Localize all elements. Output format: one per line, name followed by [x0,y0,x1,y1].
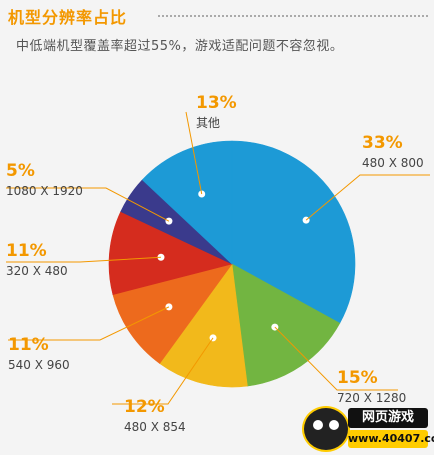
pie-slice [112,263,233,364]
slice-percent-label: 12% [124,397,165,417]
slice-percent-label: 11% [6,241,47,261]
watermark-top-text: 网页游戏 [348,408,428,428]
slice-category-label: 1080 X 1920 [6,184,83,198]
leader-line [6,256,162,263]
leader-line [305,174,430,221]
mascot-eye-icon [329,420,339,430]
leader-line [185,111,203,195]
leader-line [274,326,398,391]
slice-percent-label: 5% [6,161,35,181]
slice-category-label: 其他 [196,116,220,130]
pie-slice [141,140,233,265]
mascot-eye-icon [313,420,323,430]
slice-percent-label: 15% [337,368,378,388]
chart-header: 机型分辨率占比 [8,4,432,28]
slice-category-label: 480 X 854 [124,420,186,434]
slice-category-label: 720 X 1280 [337,391,406,405]
pie-slice [108,211,233,295]
pie-slice [231,263,341,387]
pie-slices [108,140,356,388]
pie-slice [231,140,356,324]
leader-line [8,306,170,341]
slice-percent-label: 11% [8,335,49,355]
slice-percent-label: 13% [196,93,237,113]
mascot-icon [302,406,350,452]
watermark-url-text: www.40407.com [348,430,434,448]
chart-title: 机型分辨率占比 [8,8,128,27]
site-watermark: 网页游戏 www.40407.com [302,404,434,452]
leader-line [112,337,214,405]
slice-category-label: 480 X 800 [362,156,424,170]
slice-category-label: 540 X 960 [8,358,70,372]
chart-subtitle: 中低端机型覆盖率超过55%，游戏适配问题不容忽视。 [16,39,344,54]
slice-percent-label: 33% [362,133,403,153]
title-dotted-rule [158,15,428,17]
slice-category-label: 320 X 480 [6,264,68,278]
leader-line [6,187,170,222]
pie-slice [159,263,248,388]
